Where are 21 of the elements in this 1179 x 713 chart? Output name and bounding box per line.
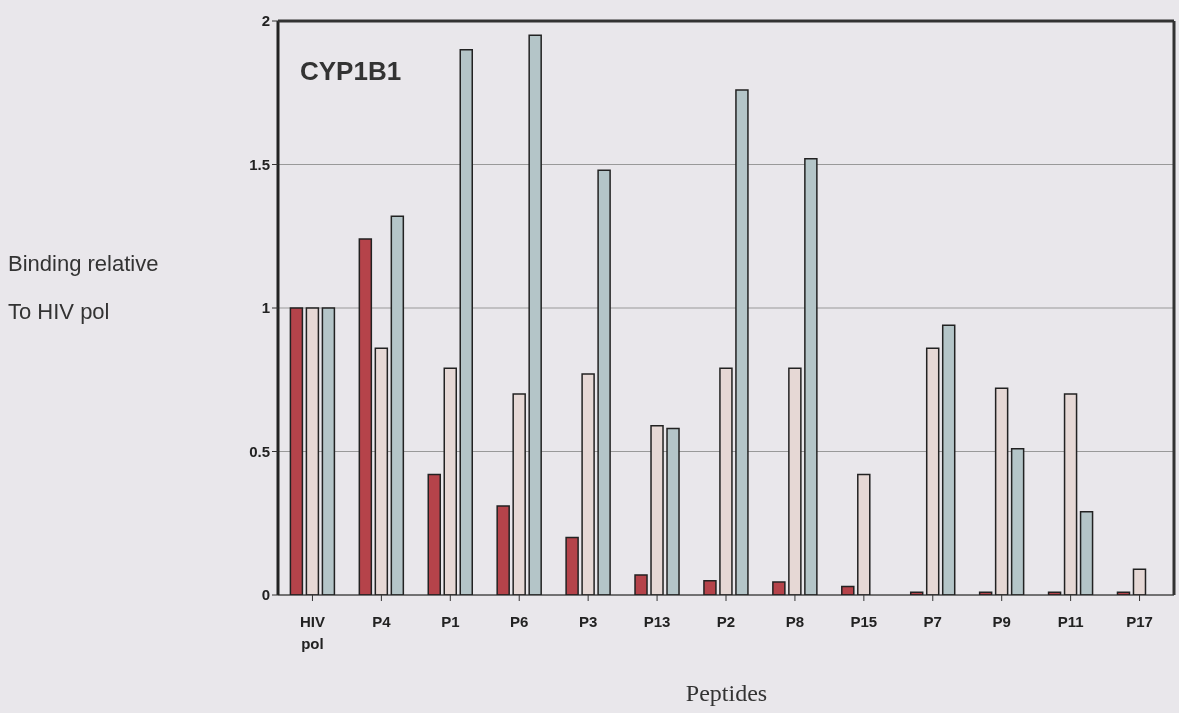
x-tick-label: P15 — [850, 613, 878, 630]
x-tick-label: P17 — [1126, 613, 1153, 630]
y-tick-label: 1.5 — [249, 155, 270, 173]
x-tick-label: P4 — [372, 613, 392, 630]
x-tick-label: P6 — [510, 613, 529, 630]
y-tick-label: 0 — [261, 586, 270, 604]
x-tick-label: P3 — [578, 613, 598, 630]
y-tick-label: 0.5 — [249, 442, 270, 460]
y-tick-label: 1 — [261, 299, 270, 317]
x-tick-label: P8 — [785, 613, 805, 630]
y-axis-title: Binding relative To HIV pol — [8, 250, 159, 326]
y-tick-label: 2 — [261, 12, 270, 30]
x-tick-label: P1 — [441, 613, 460, 630]
x-tick-label: P9 — [992, 613, 1011, 630]
x-tick-label: P13 — [643, 613, 671, 630]
x-tick-label: P7 — [923, 613, 942, 630]
text: CYP1B1 — [300, 56, 402, 87]
x-tick-label: HIV pol — [299, 613, 325, 652]
x-tick-label: P2 — [716, 613, 736, 630]
x-axis-title: Peptides — [684, 680, 769, 707]
x-tick-label: P11 — [1057, 613, 1084, 630]
